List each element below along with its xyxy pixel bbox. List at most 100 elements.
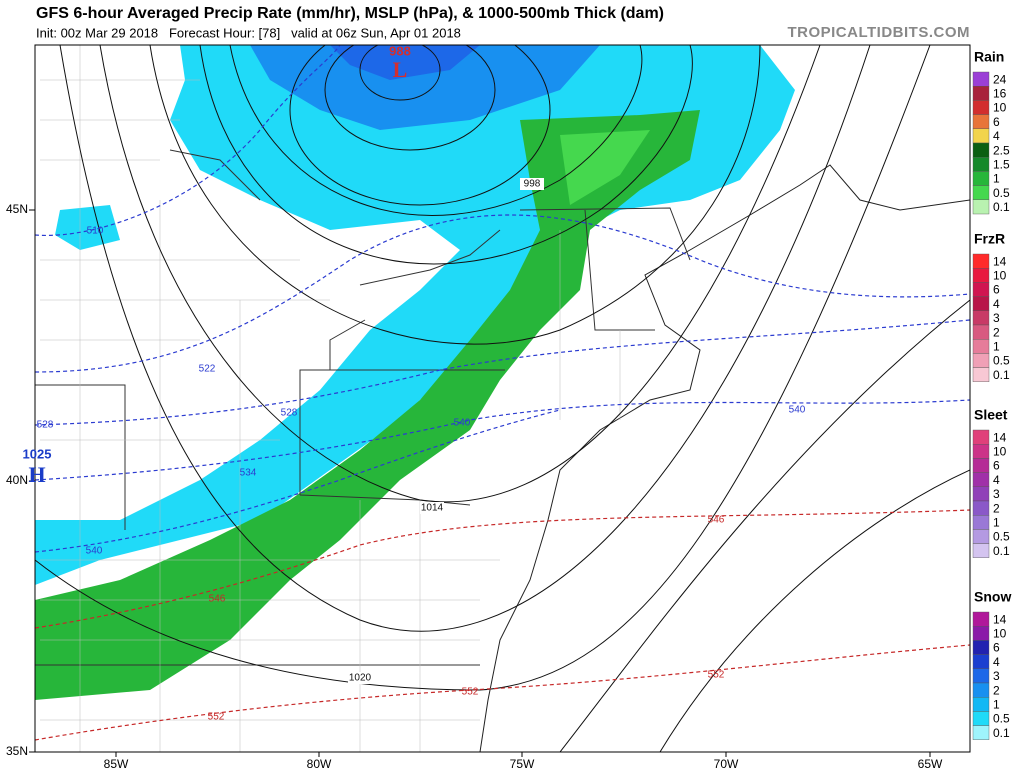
snow-patch (55, 205, 120, 250)
legend-swatch (972, 725, 990, 740)
snow-core (250, 45, 600, 130)
lon-label: 80W (307, 757, 332, 771)
thickness-lines (35, 45, 970, 741)
legend-label: 0.5 (993, 712, 1010, 726)
legend-swatch (972, 128, 990, 144)
legend-label: 2 (993, 683, 1000, 697)
legend-swatch (972, 640, 990, 655)
thickness-label: 534 (240, 468, 257, 479)
thickness-label: 510 (87, 226, 104, 237)
legend-swatch (972, 310, 990, 326)
thickness-label: 540 (86, 546, 103, 557)
legend-swatch (972, 156, 990, 172)
legend-swatch (972, 324, 990, 340)
legend-title: Sleet (974, 407, 1008, 423)
isobar-label: 1020 (349, 673, 372, 684)
isobar-label-bg (520, 178, 544, 190)
isobar-label: 1014 (421, 503, 444, 514)
legend-swatch (972, 444, 990, 459)
legend-label: 2 (993, 501, 1000, 515)
legend-swatch (972, 668, 990, 684)
legend-label: 14 (993, 612, 1007, 626)
legend-swatch (972, 626, 990, 641)
legend-label: 4 (993, 129, 1000, 143)
legend-label: 6 (993, 459, 1000, 473)
lon-label: 75W (510, 757, 535, 771)
legend-label: 24 (993, 72, 1007, 86)
legend-swatch (972, 711, 990, 726)
legend-label: 1 (993, 697, 1000, 711)
map-frame (34, 44, 971, 753)
legend-label: 16 (993, 86, 1007, 100)
rain-area (35, 110, 700, 700)
title: GFS 6-hour Averaged Precip Rate (mm/hr),… (36, 5, 664, 22)
legend-swatch (972, 253, 990, 269)
legend-label: 4 (993, 297, 1000, 311)
lon-label: 65W (918, 757, 943, 771)
isobar-label-bg (420, 502, 444, 514)
lat-label: 35N (6, 744, 28, 758)
legend-swatch (972, 85, 990, 101)
legend-label: 6 (993, 115, 1000, 129)
thickness-label: 528 (281, 408, 298, 419)
legend-label: 0.1 (993, 726, 1010, 740)
legend-label: 10 (993, 444, 1007, 458)
legend-label: 1 (993, 515, 1000, 529)
pressure-value: 1025 (23, 446, 52, 461)
legend-label: 14 (993, 430, 1007, 444)
legend-title: FrzR (974, 231, 1005, 247)
legend-swatch (972, 268, 990, 283)
legend-label: 6 (993, 283, 1000, 297)
map-area (34, 44, 971, 753)
legend-swatch (972, 367, 990, 383)
legend-swatch (972, 100, 990, 115)
legend-title: Rain (974, 49, 1004, 65)
lat-label: 45N (6, 202, 28, 216)
rain-light (560, 130, 650, 205)
legend-swatch (972, 515, 990, 530)
legend-label: 4 (993, 655, 1000, 669)
isobars (35, 45, 970, 752)
thickness-label: 522 (199, 364, 216, 375)
legend-swatch (972, 282, 990, 297)
legend-label: 2.5 (993, 143, 1010, 157)
thickness-label: 546 (209, 594, 226, 605)
watermark: TROPICALTIDBITS.COM (787, 24, 970, 41)
subtitle: Init: 00z Mar 29 2018 Forecast Hour: [78… (36, 25, 461, 40)
isobar-label-bg (348, 672, 372, 684)
pressure-symbol: L (393, 57, 408, 82)
legend-swatch (972, 142, 990, 158)
pressure-symbol: H (28, 462, 45, 487)
legend-swatch (972, 458, 990, 473)
thickness-label: 540 (789, 405, 806, 416)
legend-swatch (972, 429, 990, 445)
isobar-label: 998 (524, 179, 541, 190)
coastline (479, 164, 970, 752)
legend-label: 1 (993, 339, 1000, 353)
legend-label: 10 (993, 626, 1007, 640)
legend-label: 3 (993, 311, 1000, 325)
legend-label: 0.1 (993, 368, 1010, 382)
legend-swatch (972, 472, 990, 488)
lon-label: 70W (714, 757, 739, 771)
legend-swatch (972, 171, 990, 186)
legend-label: 14 (993, 254, 1007, 268)
thickness-label: 552 (462, 687, 479, 698)
legend-swatch (972, 654, 990, 669)
thickness-label: 552 (208, 712, 225, 723)
legend-label: 6 (993, 641, 1000, 655)
legend-swatch (972, 114, 990, 129)
legend-label: 0.5 (993, 354, 1010, 368)
legend-label: 4 (993, 473, 1000, 487)
legend-label: 1.5 (993, 157, 1010, 171)
legend-swatch (972, 185, 990, 201)
legend-swatch (972, 199, 990, 215)
thickness-label: 552 (708, 670, 725, 681)
thickness-label: 528 (37, 420, 54, 431)
legend-swatch (972, 339, 990, 354)
lon-label: 85W (104, 757, 129, 771)
legend-label: 0.1 (993, 544, 1010, 558)
legend-swatch (972, 529, 990, 544)
